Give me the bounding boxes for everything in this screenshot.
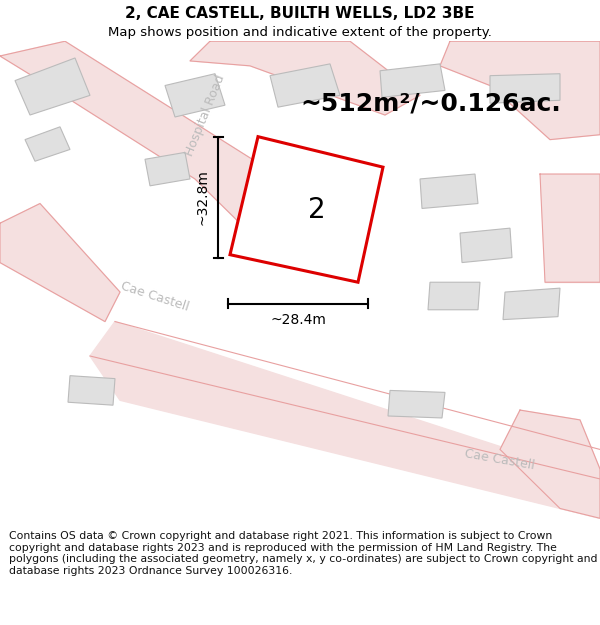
Text: Contains OS data © Crown copyright and database right 2021. This information is : Contains OS data © Crown copyright and d… — [9, 531, 598, 576]
Text: Cae Castell: Cae Castell — [464, 447, 536, 472]
Text: Hospital Road: Hospital Road — [183, 72, 227, 158]
Text: ~28.4m: ~28.4m — [270, 312, 326, 327]
Polygon shape — [380, 64, 445, 98]
Polygon shape — [420, 174, 478, 209]
Polygon shape — [440, 41, 600, 139]
Text: 2, CAE CASTELL, BUILTH WELLS, LD2 3BE: 2, CAE CASTELL, BUILTH WELLS, LD2 3BE — [125, 6, 475, 21]
Polygon shape — [490, 74, 560, 103]
Text: ~32.8m: ~32.8m — [195, 169, 209, 225]
Text: ~512m²/~0.126ac.: ~512m²/~0.126ac. — [300, 91, 561, 115]
Polygon shape — [388, 391, 445, 418]
Polygon shape — [503, 288, 560, 319]
Polygon shape — [0, 41, 290, 233]
Polygon shape — [190, 41, 420, 115]
Polygon shape — [270, 64, 340, 107]
Polygon shape — [68, 376, 115, 405]
Polygon shape — [460, 228, 512, 262]
Polygon shape — [428, 282, 480, 310]
Polygon shape — [540, 174, 600, 282]
Polygon shape — [25, 127, 70, 161]
Polygon shape — [165, 74, 225, 117]
Polygon shape — [90, 322, 600, 518]
Polygon shape — [230, 137, 383, 282]
Polygon shape — [145, 152, 190, 186]
Text: 2: 2 — [308, 196, 326, 224]
Polygon shape — [500, 410, 600, 518]
Polygon shape — [15, 58, 90, 115]
Text: Cae Castell: Cae Castell — [119, 280, 191, 314]
Text: Map shows position and indicative extent of the property.: Map shows position and indicative extent… — [108, 26, 492, 39]
Polygon shape — [0, 204, 120, 322]
